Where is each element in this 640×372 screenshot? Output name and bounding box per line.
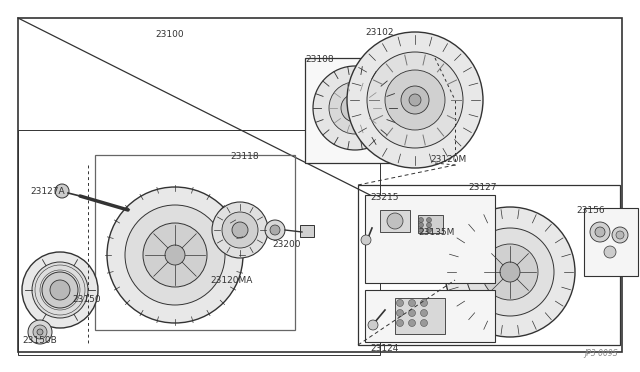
Circle shape bbox=[50, 280, 70, 300]
Circle shape bbox=[385, 70, 445, 130]
Circle shape bbox=[419, 218, 424, 222]
Circle shape bbox=[367, 52, 463, 148]
Bar bbox=[395, 298, 445, 334]
Bar bbox=[365, 290, 495, 342]
Circle shape bbox=[401, 86, 429, 114]
Circle shape bbox=[37, 329, 43, 335]
Bar bbox=[584, 208, 638, 276]
Circle shape bbox=[232, 222, 248, 238]
Text: 23120M: 23120M bbox=[430, 155, 467, 164]
Circle shape bbox=[500, 262, 520, 282]
Circle shape bbox=[482, 244, 538, 300]
Circle shape bbox=[329, 82, 381, 134]
Circle shape bbox=[28, 320, 52, 344]
Text: 23150: 23150 bbox=[72, 295, 100, 304]
Circle shape bbox=[341, 94, 369, 122]
Circle shape bbox=[361, 235, 371, 245]
Circle shape bbox=[408, 310, 415, 317]
Circle shape bbox=[32, 262, 88, 318]
Circle shape bbox=[426, 218, 431, 222]
Bar bbox=[365, 195, 495, 283]
Text: 23150B: 23150B bbox=[22, 336, 57, 345]
Circle shape bbox=[410, 110, 426, 126]
Text: 23118: 23118 bbox=[230, 152, 259, 161]
Circle shape bbox=[419, 228, 424, 232]
Text: 23156: 23156 bbox=[576, 206, 605, 215]
Circle shape bbox=[397, 299, 403, 307]
Circle shape bbox=[222, 212, 258, 248]
Circle shape bbox=[420, 320, 428, 327]
Circle shape bbox=[165, 245, 185, 265]
Circle shape bbox=[265, 220, 285, 240]
Bar bbox=[358, 185, 620, 345]
Bar bbox=[380, 210, 410, 232]
Circle shape bbox=[368, 320, 378, 330]
Bar bbox=[418, 215, 443, 233]
Circle shape bbox=[143, 223, 207, 287]
Circle shape bbox=[419, 222, 424, 228]
Text: JP3 009S: JP3 009S bbox=[584, 349, 618, 358]
Text: 23127: 23127 bbox=[468, 183, 497, 192]
Circle shape bbox=[270, 225, 280, 235]
Text: 23102: 23102 bbox=[365, 28, 394, 37]
Circle shape bbox=[387, 213, 403, 229]
Circle shape bbox=[397, 310, 403, 317]
Circle shape bbox=[55, 184, 69, 198]
Circle shape bbox=[426, 228, 431, 232]
Circle shape bbox=[33, 325, 47, 339]
Bar bbox=[18, 18, 622, 352]
Bar bbox=[95, 155, 295, 330]
Text: 23127A: 23127A bbox=[30, 187, 65, 196]
Text: 23108: 23108 bbox=[305, 55, 333, 64]
Circle shape bbox=[616, 231, 624, 239]
Bar bbox=[305, 58, 435, 163]
Circle shape bbox=[409, 94, 421, 106]
Circle shape bbox=[466, 228, 554, 316]
Circle shape bbox=[595, 227, 605, 237]
Circle shape bbox=[445, 207, 575, 337]
Bar bbox=[300, 225, 314, 237]
Circle shape bbox=[212, 202, 268, 258]
Circle shape bbox=[414, 114, 422, 122]
Circle shape bbox=[612, 227, 628, 243]
Circle shape bbox=[349, 102, 361, 114]
Text: 23100: 23100 bbox=[155, 30, 184, 39]
Circle shape bbox=[426, 222, 431, 228]
Circle shape bbox=[125, 205, 225, 305]
Circle shape bbox=[404, 104, 432, 132]
Circle shape bbox=[313, 66, 397, 150]
Text: 23124: 23124 bbox=[370, 344, 398, 353]
Circle shape bbox=[347, 32, 483, 168]
Circle shape bbox=[408, 320, 415, 327]
Circle shape bbox=[42, 272, 78, 308]
Circle shape bbox=[420, 299, 428, 307]
Circle shape bbox=[604, 246, 616, 258]
Text: 23215: 23215 bbox=[370, 193, 399, 202]
Text: 23135M: 23135M bbox=[418, 228, 454, 237]
Circle shape bbox=[397, 320, 403, 327]
Circle shape bbox=[107, 187, 243, 323]
Circle shape bbox=[590, 222, 610, 242]
Circle shape bbox=[408, 299, 415, 307]
Bar bbox=[18, 130, 380, 355]
Circle shape bbox=[420, 310, 428, 317]
Text: 23120MA: 23120MA bbox=[210, 276, 252, 285]
Text: 23200: 23200 bbox=[272, 240, 301, 249]
Circle shape bbox=[22, 252, 98, 328]
